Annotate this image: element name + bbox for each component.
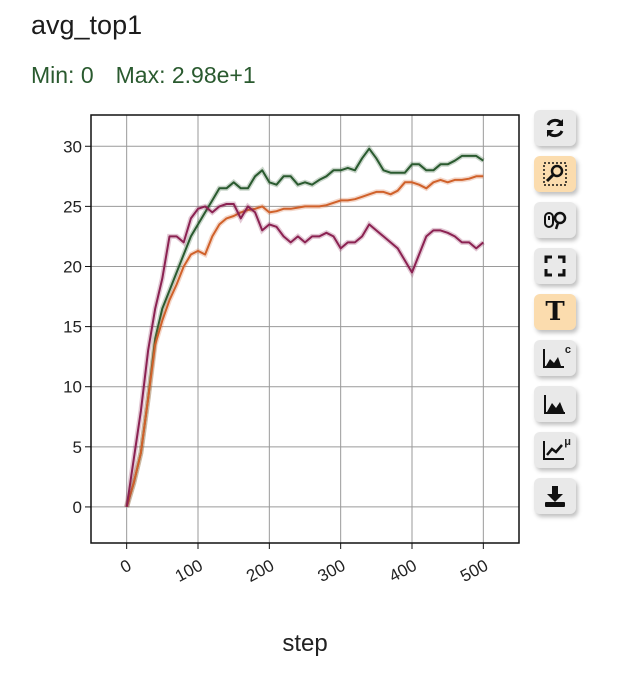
y-tick-label: 0 — [73, 498, 82, 517]
area-chart-c-button[interactable]: c — [534, 340, 576, 376]
zoom-box-icon — [543, 162, 567, 186]
refresh-icon — [546, 118, 564, 138]
x-tick-label: 100 — [172, 556, 206, 586]
refresh-button[interactable] — [534, 110, 576, 146]
series-group — [124, 144, 485, 508]
download-button[interactable] — [534, 478, 576, 514]
series-line-crimson[interactable] — [125, 203, 484, 508]
text-icon: T — [545, 297, 565, 327]
area-chart-c-icon — [543, 349, 564, 368]
download-icon — [545, 486, 565, 507]
series-shadow-green — [124, 144, 485, 508]
x-tick-label: 200 — [243, 556, 277, 586]
x-axis: 0 100 200 300 400 500 — [117, 543, 491, 586]
area-chart-c-superscript: c — [564, 344, 571, 356]
chart-toolbar: T c μ — [534, 110, 580, 524]
text-tool-button[interactable]: T — [534, 294, 576, 330]
y-tick-label: 15 — [63, 318, 82, 337]
y-tick-label: 20 — [63, 257, 82, 276]
series-shadow-crimson — [124, 201, 485, 508]
x-tick-label: 400 — [386, 556, 420, 586]
min-label: Min: 0 — [31, 62, 94, 88]
area-chart-icon — [544, 395, 565, 414]
grid — [91, 115, 519, 543]
y-tick-label: 5 — [73, 438, 82, 457]
series-line-green[interactable] — [125, 147, 484, 508]
x-tick-label: 500 — [457, 556, 491, 586]
x-tick-label: 0 — [117, 556, 134, 577]
chart-title: avg_top1 — [31, 10, 143, 40]
min-max-summary: Min: 0 Max: 2.98e+1 — [31, 62, 278, 89]
series-line-orange[interactable] — [125, 175, 484, 508]
y-axis: 0 5 10 15 20 25 30 — [63, 137, 91, 517]
plot-frame — [90, 114, 520, 544]
area-chart-button[interactable] — [534, 386, 576, 422]
wheel-zoom-icon — [544, 211, 567, 230]
trend-mu-icon — [543, 441, 564, 460]
trend-mu-button[interactable]: μ — [534, 432, 576, 468]
x-tick-label: 300 — [315, 556, 349, 586]
y-tick-label: 25 — [63, 197, 82, 216]
trend-mu-superscript: μ — [564, 436, 571, 448]
y-tick-label: 30 — [63, 137, 82, 156]
zoom-box-button[interactable] — [534, 156, 576, 192]
fullscreen-icon — [544, 255, 566, 277]
wheel-zoom-button[interactable] — [534, 202, 576, 238]
y-tick-label: 10 — [63, 378, 82, 397]
series-shadow-orange — [124, 173, 484, 508]
x-axis-label: step — [282, 630, 327, 657]
max-label: Max: 2.98e+1 — [115, 62, 256, 88]
fullscreen-button[interactable] — [534, 248, 576, 284]
